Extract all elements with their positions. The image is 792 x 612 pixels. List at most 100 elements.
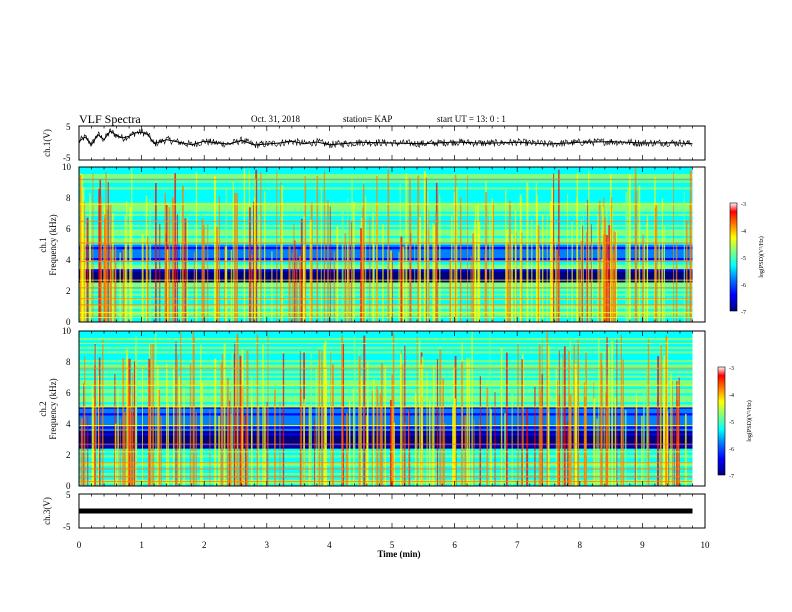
spectrogram-band <box>79 275 693 279</box>
sferic-streak <box>299 255 301 322</box>
sferic-streak <box>280 185 283 322</box>
spectrogram-band <box>79 268 693 272</box>
sferic-streak <box>531 219 533 322</box>
sferic-streak <box>213 176 216 322</box>
sferic-streak <box>605 235 608 322</box>
sferic-streak <box>379 393 382 486</box>
sferic-streak <box>207 224 209 322</box>
sferic-streak <box>671 381 673 486</box>
sferic-streak <box>542 214 544 322</box>
spectrogram-band <box>79 288 693 292</box>
sferic-streak <box>453 367 455 486</box>
spectrogram-band <box>79 173 693 177</box>
sferic-streak <box>517 343 519 486</box>
sferic-streak <box>255 169 258 322</box>
spectrogram-band <box>79 224 693 228</box>
sferic-streak <box>159 223 161 322</box>
figure-title: VLF Spectra <box>79 112 141 126</box>
sferic-streak <box>389 399 392 486</box>
spectrogram-band <box>79 198 693 201</box>
sferic-streak <box>98 357 101 486</box>
sferic-streak <box>576 172 579 322</box>
sferic-streak <box>145 195 148 322</box>
ch1-waveform-trace <box>78 128 693 149</box>
x-tick-label: 5 <box>390 540 395 550</box>
sferic-streak <box>454 174 457 322</box>
sferic-streak <box>587 199 589 322</box>
sferic-streak <box>519 194 522 322</box>
sferic-streak <box>660 345 662 486</box>
sferic-streak <box>471 331 473 486</box>
sferic-streak <box>98 188 100 322</box>
sferic-streak <box>164 192 167 322</box>
sferic-streak <box>158 389 161 486</box>
sferic-streak <box>676 380 678 486</box>
sferic-streak <box>468 358 470 486</box>
ch1-waveform-panel: 5 -5 ch.1(V) <box>42 122 706 163</box>
sferic-streak <box>500 347 503 486</box>
sferic-streak <box>125 243 127 322</box>
sferic-streak <box>567 193 569 322</box>
sferic-streak <box>390 250 392 322</box>
spectrogram-band <box>79 304 693 307</box>
sferic-streak <box>114 423 117 486</box>
sferic-streak <box>596 418 598 486</box>
sferic-streak <box>310 247 312 322</box>
sferic-streak <box>605 392 607 486</box>
ch1-colorbar-label: log(PSD)(V²/Hz) <box>758 236 765 277</box>
ch3-ytick-bottom: -5 <box>63 522 71 532</box>
sferic-streak <box>562 353 564 486</box>
sferic-streak <box>243 169 246 322</box>
spectrogram-band <box>79 357 693 361</box>
sferic-streak <box>226 377 229 486</box>
sferic-streak <box>231 353 234 486</box>
sferic-streak <box>575 375 578 486</box>
sferic-streak <box>377 389 379 486</box>
spectrogram-band <box>79 217 693 221</box>
sferic-streak <box>171 197 174 322</box>
sferic-streak <box>473 419 475 486</box>
sferic-streak <box>89 193 91 322</box>
sferic-streak <box>189 363 192 486</box>
spectrogram-band <box>79 222 693 225</box>
ch1-spec-ytick-10: 10 <box>62 162 72 172</box>
sferic-streak <box>82 189 85 322</box>
ch1-spectrogram-panel: 0 2 4 6 8 10 ch.1 Frequency (kHz) -3 -4 … <box>38 162 765 327</box>
sferic-streak <box>616 339 618 486</box>
sferic-streak <box>360 228 362 322</box>
sferic-streak <box>400 236 403 322</box>
sferic-streak <box>546 331 549 486</box>
spectrogram-band <box>79 180 693 183</box>
sferic-streak <box>558 350 560 486</box>
sferic-streak <box>419 340 421 486</box>
sferic-streak <box>684 413 687 486</box>
sferic-streak <box>573 344 575 486</box>
sferic-streak <box>567 421 569 486</box>
sferic-streak <box>539 247 541 322</box>
spectrogram-band <box>79 282 693 285</box>
sferic-streak <box>477 203 479 322</box>
spectrogram-band <box>79 344 693 347</box>
sferic-streak <box>209 409 211 486</box>
time-axis: 0 1 2 3 4 5 6 7 8 9 10 <box>77 126 710 550</box>
sferic-streak <box>105 171 107 322</box>
sferic-streak <box>133 361 136 486</box>
spectrogram-band <box>79 313 693 316</box>
sferic-streak <box>521 359 523 486</box>
sferic-streak <box>598 339 600 486</box>
sferic-streak <box>459 197 462 322</box>
sferic-streak <box>384 365 387 486</box>
sferic-streak <box>372 212 374 322</box>
sferic-streak <box>408 411 409 486</box>
sferic-streak <box>280 181 282 322</box>
sferic-streak <box>348 400 351 486</box>
ch2-spec-ylabel-freq: Frequency (kHz) <box>48 378 58 439</box>
sferic-streak <box>658 243 660 322</box>
sferic-streak <box>641 415 643 486</box>
sferic-streak <box>511 393 513 486</box>
sferic-streak <box>333 251 335 322</box>
ch1-cb-tick-m5: -5 <box>741 256 746 262</box>
sferic-streak <box>580 241 583 322</box>
sferic-streak <box>624 409 627 486</box>
sferic-streak <box>305 183 307 322</box>
